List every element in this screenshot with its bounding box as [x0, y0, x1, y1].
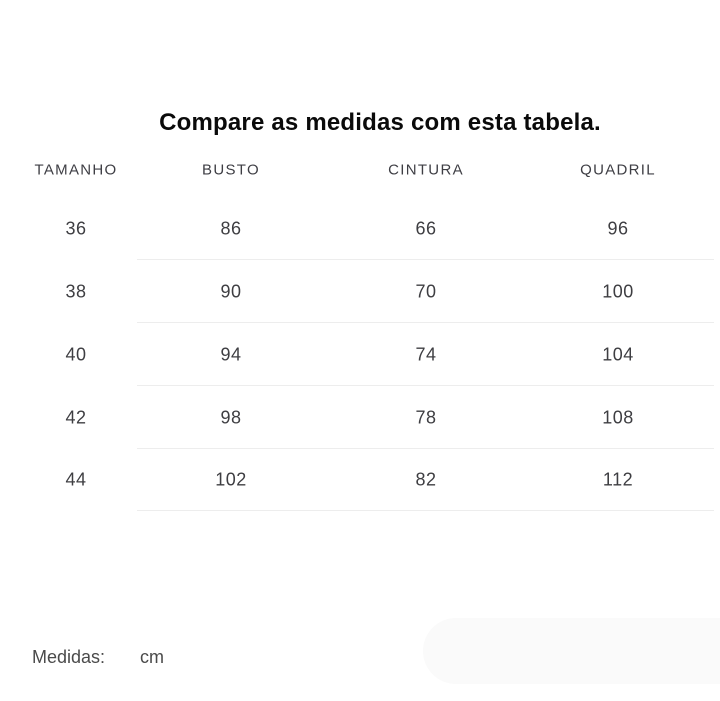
bottom-pill-shape	[423, 618, 720, 684]
cell-busto: 102	[215, 469, 247, 490]
column-header-cintura: CINTURA	[388, 161, 464, 179]
table-row: 44 102 82 112	[0, 468, 720, 492]
cell-busto: 86	[220, 218, 242, 239]
cell-quadril: 108	[602, 407, 634, 428]
cell-tamanho: 36	[65, 218, 87, 239]
page-title: Compare as medidas com esta tabela.	[159, 109, 601, 136]
cell-tamanho: 42	[65, 407, 87, 428]
table-row: 36 86 66 96	[0, 217, 720, 241]
cell-tamanho: 38	[65, 281, 87, 302]
cell-cintura: 74	[415, 344, 437, 365]
row-divider	[137, 510, 714, 511]
measurement-unit-row: Medidas: cm	[0, 645, 720, 669]
cell-tamanho: 44	[65, 469, 87, 490]
cell-tamanho: 40	[65, 344, 87, 365]
cell-cintura: 82	[415, 469, 437, 490]
row-divider	[137, 259, 714, 260]
column-header-quadril: QUADRIL	[580, 161, 656, 179]
cell-cintura: 78	[415, 407, 437, 428]
table-row: 40 94 74 104	[0, 343, 720, 367]
cell-cintura: 70	[415, 281, 437, 302]
cell-cintura: 66	[415, 218, 437, 239]
cell-busto: 90	[220, 281, 242, 302]
cell-busto: 94	[220, 344, 242, 365]
column-header-tamanho: TAMANHO	[34, 161, 118, 179]
cell-quadril: 96	[607, 218, 629, 239]
cell-quadril: 100	[602, 281, 634, 302]
unit-value: cm	[140, 647, 164, 667]
row-divider	[137, 448, 714, 449]
table-row: 42 98 78 108	[0, 406, 720, 430]
column-header-busto: BUSTO	[202, 161, 260, 179]
row-divider	[137, 322, 714, 323]
table-header-row: TAMANHO BUSTO CINTURA QUADRIL	[0, 158, 720, 182]
cell-busto: 98	[220, 407, 242, 428]
row-divider	[137, 385, 714, 386]
measurements-label: Medidas:	[32, 647, 106, 667]
cell-quadril: 112	[602, 469, 634, 490]
table-row: 38 90 70 100	[0, 280, 720, 304]
cell-quadril: 104	[602, 344, 634, 365]
